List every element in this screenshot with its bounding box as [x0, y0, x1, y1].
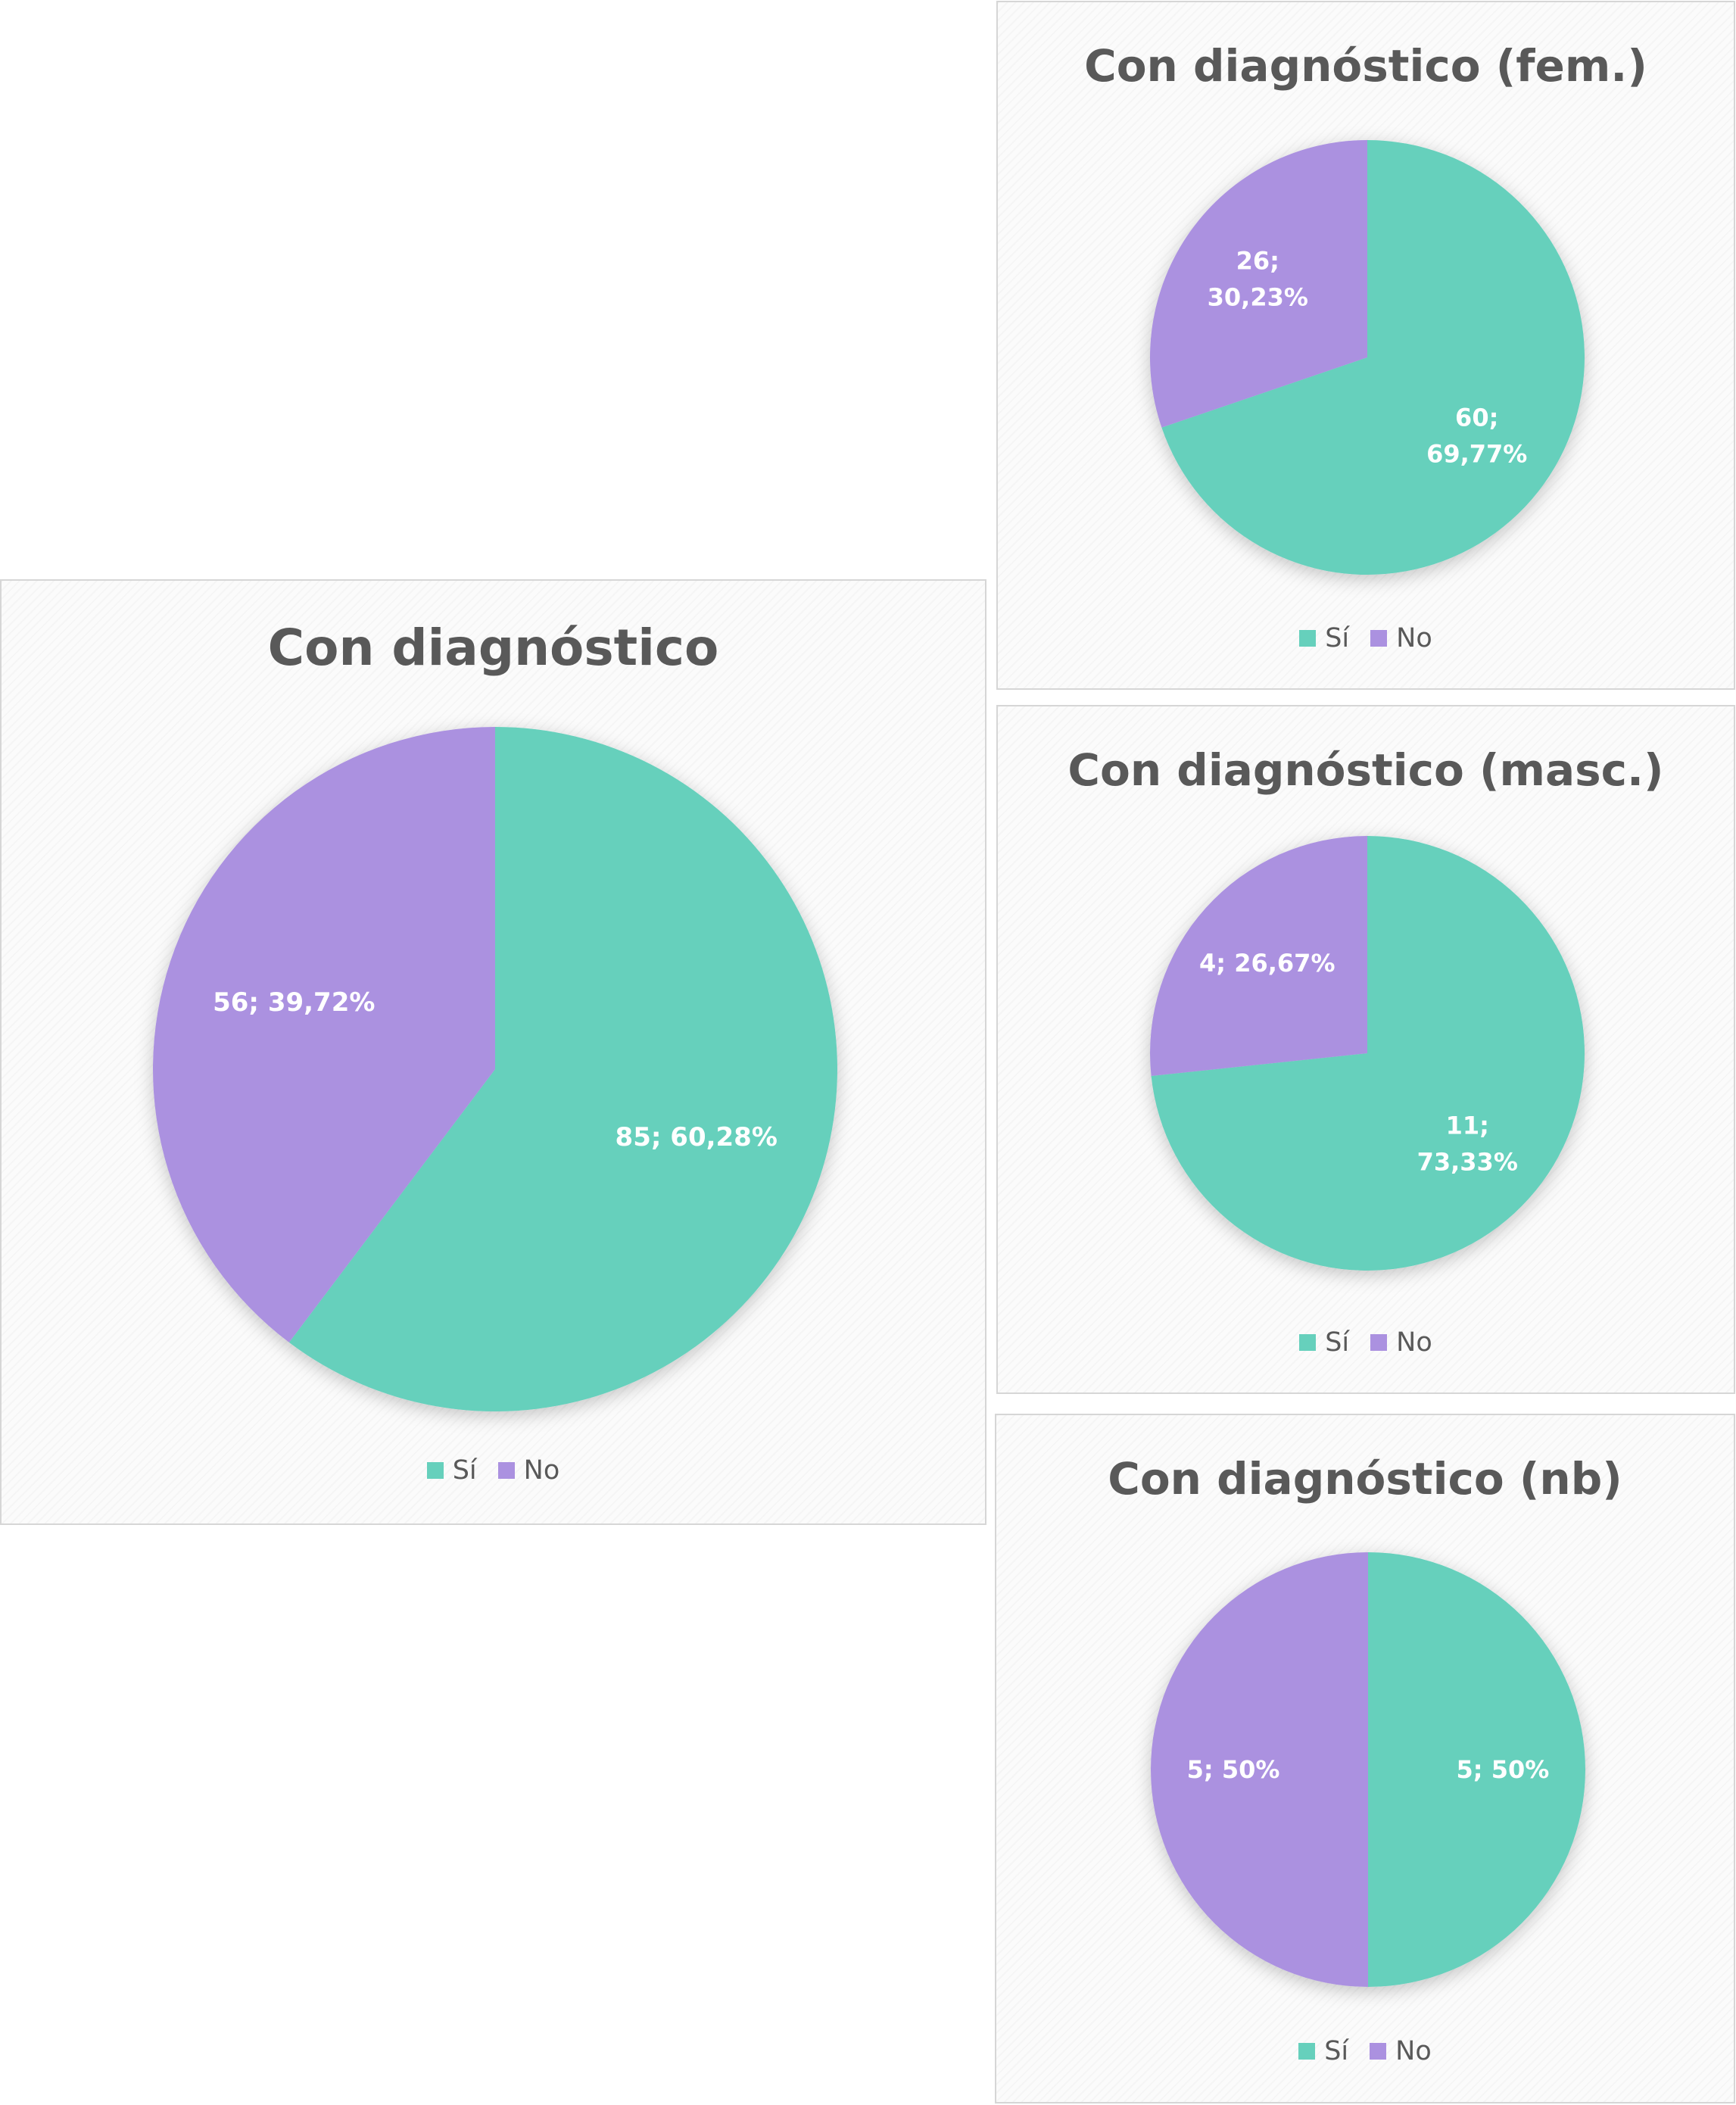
data-label-si: 85; 60,28%: [616, 1122, 778, 1152]
pie-slice-no: [1150, 836, 1367, 1076]
legend-swatch-no: [1370, 2043, 1387, 2060]
data-label-no: 26; 30,23%: [1208, 247, 1308, 312]
pie-chart-nb: Con diagnóstico (nb) 5; 50% 5; 50% Sí No: [995, 1414, 1735, 2103]
pie-slice-si: [1161, 140, 1585, 575]
legend-item-si: Sí: [1299, 623, 1349, 653]
legend-label-no: No: [523, 1455, 560, 1486]
pie-chart-total: Con diagnóstico 85; 60,28% 56; 39,72% Sí …: [0, 579, 986, 1525]
pie-slice-no: [1150, 140, 1367, 428]
legend-swatch-no: [1370, 1334, 1388, 1351]
pie-chart-fem: Con diagnóstico (fem.) 60; 69,77% 26; 30,23…: [996, 1, 1735, 690]
legend-label-no: No: [1396, 1327, 1432, 1358]
legend-label-si: Sí: [1325, 1327, 1350, 1358]
pie-chart-masc: Con diagnóstico (masc.) 11; 73,33% 4; 26,6…: [996, 705, 1735, 1394]
legend-item-no: No: [497, 1455, 560, 1486]
legend-item-si: Sí: [1298, 2036, 1348, 2066]
chart-legend: Sí No: [2, 1455, 985, 1486]
pie-slices: [1151, 1552, 1585, 1987]
legend-label-si: Sí: [452, 1455, 477, 1486]
legend-label-no: No: [1396, 623, 1432, 653]
legend-item-no: No: [1370, 2036, 1432, 2066]
pie-svg: 60; 69,77% 26; 30,23%: [1150, 140, 1585, 575]
legend-item-no: No: [1370, 1327, 1432, 1358]
chart-legend: Sí No: [998, 623, 1734, 653]
legend-item-no: No: [1370, 623, 1432, 653]
legend-item-si: Sí: [426, 1455, 477, 1486]
chart-title: Con diagnóstico (fem.): [1084, 40, 1647, 92]
pie-slice-si: [1368, 1552, 1585, 1987]
pie-svg: 85; 60,28% 56; 39,72%: [152, 727, 837, 1412]
pie-svg: 5; 50% 5; 50%: [1151, 1552, 1585, 1987]
legend-swatch-no: [497, 1462, 515, 1479]
chart-title: Con diagnóstico (nb): [1108, 1453, 1622, 1505]
pie-slice-no: [1151, 1552, 1368, 1987]
legend-swatch-no: [1370, 630, 1388, 647]
pie-svg: 11; 73,33% 4; 26,67%: [1150, 836, 1585, 1271]
pie-slices: [152, 727, 837, 1412]
data-label-si: 60; 69,77%: [1426, 404, 1527, 469]
pie-slice-no: [152, 727, 496, 1343]
data-label-si: 11; 73,33%: [1417, 1111, 1518, 1176]
legend-label-si: Sí: [1324, 2036, 1349, 2066]
pie-slices: [1150, 140, 1585, 575]
legend-item-si: Sí: [1299, 1327, 1349, 1358]
data-label-si: 5; 50%: [1457, 1755, 1550, 1784]
chart-legend: Sí No: [996, 2036, 1734, 2066]
chart-legend: Sí No: [998, 1327, 1734, 1358]
legend-swatch-si: [1298, 2043, 1316, 2060]
legend-swatch-si: [1299, 1334, 1317, 1351]
legend-swatch-si: [1299, 630, 1317, 647]
legend-swatch-si: [426, 1462, 444, 1479]
pie-slice-si: [288, 727, 837, 1412]
chart-title: Con diagnóstico: [267, 619, 719, 677]
chart-title: Con diagnóstico (masc.): [1067, 744, 1664, 796]
data-label-no: 5; 50%: [1187, 1755, 1280, 1784]
data-label-no: 56; 39,72%: [213, 987, 375, 1018]
data-label-no: 4; 26,67%: [1199, 949, 1335, 978]
legend-label-no: No: [1395, 2036, 1432, 2066]
legend-label-si: Sí: [1325, 623, 1350, 653]
pie-slice-si: [1151, 836, 1585, 1271]
pie-slices: [1150, 836, 1585, 1271]
